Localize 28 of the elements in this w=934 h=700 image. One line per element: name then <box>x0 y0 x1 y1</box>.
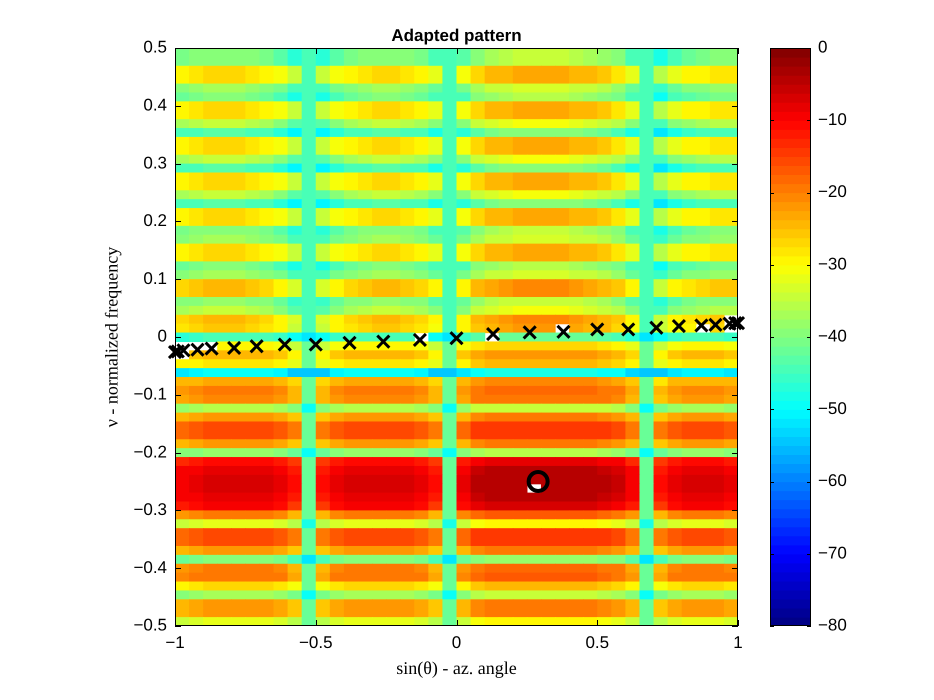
color-bar-label: −60 <box>818 471 847 490</box>
chart-title: Adapted pattern <box>391 26 522 45</box>
x-tick-label: 0.5 <box>585 632 610 652</box>
x-tick-label: 1 <box>733 632 743 652</box>
color-bar-label: −20 <box>818 182 847 202</box>
y-tick-label: 0.2 <box>143 211 167 230</box>
color-bar-label: −80 <box>818 616 847 635</box>
color-bar-label: −30 <box>818 254 847 274</box>
y-axis-title: ν - normalized frequency <box>102 246 122 428</box>
y-tick-label: −0.3 <box>133 500 167 520</box>
x-tick-label: −0.5 <box>298 632 333 652</box>
y-tick-label: −0.1 <box>133 384 167 404</box>
y-tick-label: 0.5 <box>143 38 167 57</box>
color-bar-label: −40 <box>818 326 847 346</box>
x-tick-label: 0 <box>452 632 462 652</box>
y-tick-label: 0.3 <box>143 153 167 172</box>
color-bar-label: −70 <box>818 543 847 562</box>
x-tick-label: −1 <box>165 632 185 652</box>
y-tick-label: −0.4 <box>133 558 167 577</box>
y-tick-label: −0.5 <box>133 616 167 635</box>
x-axis-title: sin(θ) - az. angle <box>396 658 517 678</box>
y-tick-label: 0.4 <box>143 95 167 114</box>
color-bar-label: −50 <box>818 398 847 418</box>
color-bar-label: −10 <box>818 110 847 129</box>
color-bar-label: 0 <box>818 38 828 57</box>
y-tick-label: 0 <box>158 326 167 346</box>
y-tick-label: 0.1 <box>143 268 167 288</box>
y-tick-label: −0.2 <box>133 442 167 462</box>
